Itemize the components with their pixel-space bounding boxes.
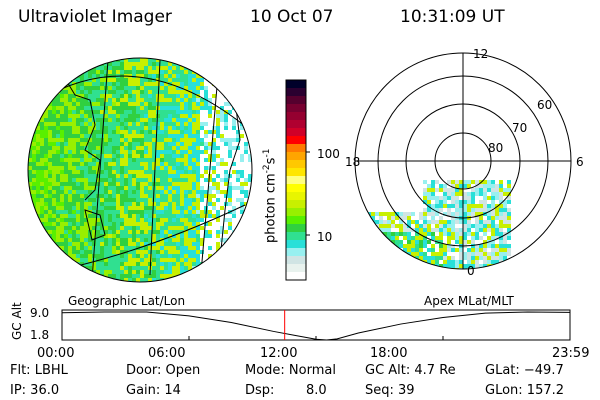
time-label: 10:31:09 UT (400, 7, 505, 27)
ip-status: IP: 36.0 (10, 383, 60, 398)
colorbar-band (286, 200, 306, 209)
colorbar-band (286, 112, 306, 121)
colorbar-band (286, 80, 306, 89)
mlt-12: 12 (473, 47, 489, 61)
coastline (84, 209, 106, 241)
colorbar-band (286, 176, 306, 185)
mlt-6: 6 (576, 155, 584, 169)
lat-80: 80 (488, 141, 504, 155)
x-tick-4: 23:59 (552, 346, 590, 361)
glat-status: GLat: −49.7 (485, 363, 564, 378)
y-tick-9: 9.0 (30, 306, 50, 320)
x-tick-1: 06:00 (148, 346, 186, 361)
lat-60: 60 (537, 98, 553, 112)
altitude-plot-frame (61, 309, 571, 341)
apex-label: Apex MLat/MLT (424, 294, 514, 308)
colorbar-band (286, 184, 306, 193)
x-tick-3: 18:00 (370, 346, 408, 361)
colorbar-band (286, 224, 306, 233)
colorbar (286, 80, 306, 281)
door-status: Door: Open (126, 363, 201, 378)
geographic-image (28, 58, 252, 282)
mode-status: Mode: Normal (245, 363, 336, 378)
colorbar-band (286, 192, 306, 201)
date-label: 10 Oct 07 (250, 7, 334, 27)
earth-limb (27, 57, 253, 283)
colorbar-tick-100: 100 (317, 147, 340, 161)
mlt-0: 0 (467, 264, 475, 278)
colorbar-label: photon cm-2s-1 (262, 148, 279, 243)
polar-image (355, 180, 511, 269)
colorbar-band (286, 240, 306, 249)
colorbar-band (286, 96, 306, 105)
y-axis-label: GC Alt (10, 302, 24, 340)
colorbar-band (286, 168, 306, 177)
colorbar-band (286, 144, 306, 153)
colorbar-band (286, 216, 306, 225)
colorbar-band (286, 104, 306, 113)
colorbar-band (286, 232, 306, 241)
colorbar-band (286, 272, 306, 281)
gc-alt-status: GC Alt: 4.7 Re (365, 363, 456, 378)
polar-grid (354, 52, 572, 270)
colorbar-band (286, 160, 306, 169)
colorbar-band (286, 136, 306, 145)
altitude-line (61, 311, 570, 341)
y-tick-1.8: 1.8 (30, 328, 50, 342)
x-tick-0: 00:00 (37, 346, 75, 361)
colorbar-band (286, 208, 306, 217)
colorbar-band (286, 88, 306, 97)
gain-status: Gain: 14 (126, 383, 181, 398)
glon-status: GLon: 157.2 (485, 383, 565, 398)
colorbar-band (286, 152, 306, 161)
instrument-title: Ultraviolet Imager (18, 7, 172, 27)
colorbar-band (286, 128, 306, 137)
colorbar-band (286, 248, 306, 257)
colorbar-band (286, 264, 306, 273)
colorbar-band (286, 256, 306, 265)
seq-status: Seq: 39 (365, 383, 415, 398)
colorbar-band (286, 120, 306, 129)
dsp-value: 8.0 (306, 383, 327, 398)
mlt-18: 18 (345, 155, 361, 169)
lat-70: 70 (512, 121, 528, 135)
dsp-label: Dsp: (245, 383, 275, 398)
colorbar-tick-10: 10 (317, 230, 333, 244)
x-tick-2: 12:00 (260, 346, 298, 361)
filter-status: Flt: LBHL (10, 363, 68, 378)
geographic-label: Geographic Lat/Lon (68, 294, 186, 308)
